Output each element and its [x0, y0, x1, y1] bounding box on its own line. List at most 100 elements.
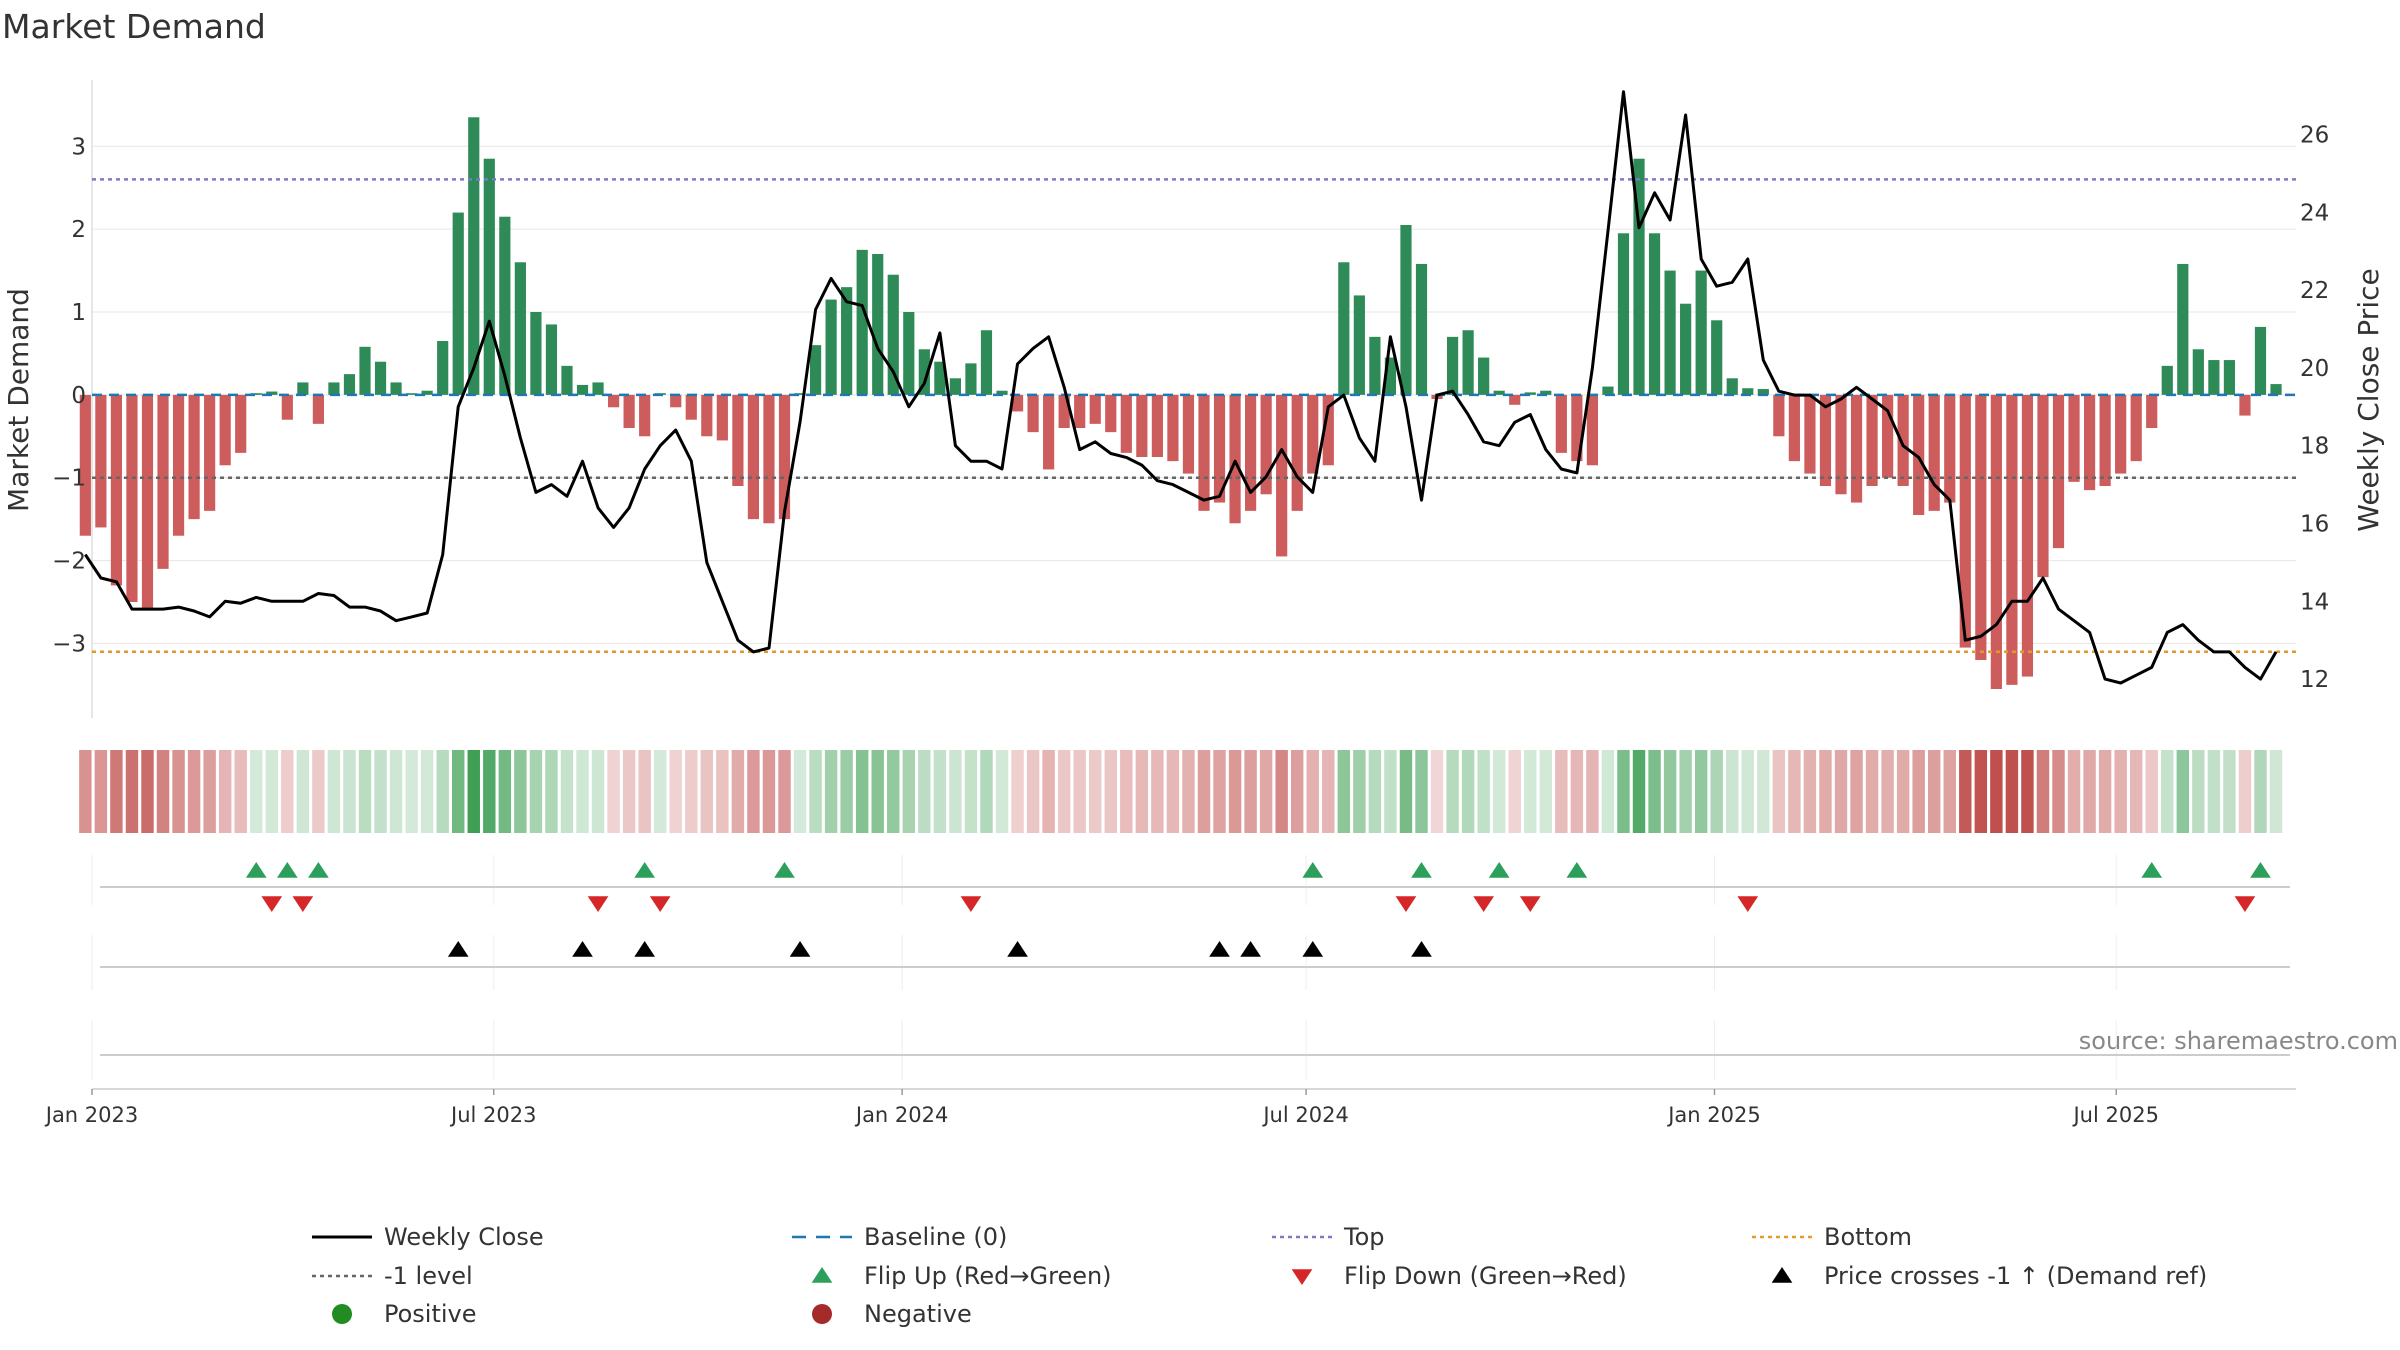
- bar-negative: [1136, 394, 1148, 457]
- strip-cell: [2129, 750, 2143, 833]
- bar-positive: [996, 390, 1008, 395]
- bar-negative: [219, 394, 231, 466]
- strip-cell: [1104, 750, 1117, 833]
- strip-cell: [405, 750, 418, 833]
- flip-down-marker: [1737, 896, 1759, 912]
- bar-positive: [437, 341, 449, 395]
- strip-cell: [1959, 750, 1972, 833]
- bar-negative: [2115, 394, 2127, 474]
- strip-cell: [2207, 750, 2221, 833]
- flip-down-marker: [960, 896, 982, 912]
- price-cross-marker: [1209, 941, 1230, 957]
- strip-cell: [2254, 750, 2267, 833]
- strip-cell: [1601, 750, 1615, 833]
- bar-positive: [1400, 225, 1412, 395]
- strip-cell: [2238, 750, 2252, 833]
- x-tick-label: Jul 2024: [1261, 1103, 1348, 1127]
- flip-up-marker: [308, 862, 329, 878]
- strip-cell: [1834, 750, 1848, 833]
- bar-negative: [607, 394, 620, 408]
- bar-positive: [1338, 262, 1350, 395]
- bar-positive: [592, 382, 604, 395]
- strip-cell: [1430, 750, 1444, 833]
- strip-cell: [918, 750, 931, 833]
- strip-cell: [1384, 750, 1397, 833]
- bar-positive: [1462, 330, 1474, 395]
- demand-bars: [79, 117, 2282, 689]
- strip-cell: [1990, 750, 2003, 833]
- strip-cell: [607, 750, 620, 833]
- bar-positive: [1540, 390, 1552, 395]
- bar-negative: [1866, 394, 1878, 486]
- legend-item: Flip Down (Green→Red): [1291, 1262, 1627, 1290]
- strip-cell: [2083, 750, 2096, 833]
- bar-negative: [1058, 394, 1070, 428]
- legend: Weekly Close Baseline (0) Top Bottom -1 leve…: [312, 1223, 2207, 1328]
- bar-positive: [825, 299, 837, 395]
- bar-positive: [390, 382, 402, 395]
- flip-up-marker: [1302, 862, 1324, 878]
- bar-positive: [2177, 263, 2189, 395]
- strip-cell: [871, 750, 884, 833]
- bar-positive: [2192, 349, 2204, 395]
- bar-negative: [1043, 394, 1055, 470]
- bar-negative: [716, 394, 728, 441]
- strip-cell: [824, 750, 838, 833]
- strip-cell: [1850, 750, 1863, 833]
- strip-cell: [716, 750, 729, 833]
- strip-cell: [265, 750, 278, 833]
- bar-positive: [934, 361, 946, 395]
- y-tick-label: 3: [71, 134, 86, 160]
- bar-negative: [1944, 394, 1956, 503]
- y-tick-label: −2: [52, 549, 86, 575]
- reference-lines: [92, 178, 2296, 653]
- bar-negative: [763, 394, 775, 524]
- strip-cell: [576, 750, 589, 833]
- strip-cell: [2223, 750, 2236, 833]
- bar-negative: [1804, 394, 1816, 474]
- strip-cell: [1896, 750, 1910, 833]
- bar-positive: [1711, 320, 1723, 395]
- bar-negative: [2130, 394, 2142, 462]
- bar-negative: [141, 394, 154, 611]
- bar-negative: [1975, 394, 1987, 660]
- bar-negative: [639, 394, 651, 437]
- strip-cell: [141, 750, 154, 833]
- flip-up-marker: [2141, 862, 2163, 878]
- strip-cell: [358, 750, 372, 833]
- flip-up-marker: [2250, 862, 2271, 878]
- legend-label: Top: [1343, 1223, 1385, 1251]
- strip-cell: [529, 750, 543, 833]
- strip-cell: [2067, 750, 2081, 833]
- event-markers: [100, 862, 2290, 1056]
- bar-negative: [1198, 394, 1210, 511]
- strip-cell: [902, 750, 916, 833]
- bar-positive: [1757, 389, 1769, 395]
- weekly-close-line: [84, 90, 2278, 685]
- bar-positive: [949, 378, 961, 395]
- strip-cell: [79, 750, 92, 833]
- strip-cell: [1632, 750, 1646, 833]
- flip-down-marker: [261, 896, 283, 912]
- strip-cell: [2269, 750, 2283, 833]
- bar-positive: [918, 349, 930, 395]
- bar-negative: [732, 394, 744, 486]
- bar-positive: [809, 345, 822, 395]
- strip-cell: [2192, 750, 2205, 833]
- bar-negative: [95, 394, 107, 528]
- bar-negative: [1027, 394, 1039, 433]
- chart-title: Market Demand: [2, 7, 266, 46]
- strip-cell: [1197, 750, 1211, 833]
- price-cross-marker: [1240, 941, 1261, 957]
- bar-negative: [1213, 394, 1226, 503]
- strip-cell: [374, 750, 387, 833]
- price-cross-marker: [1302, 941, 1324, 957]
- strip-cell: [1290, 750, 1304, 833]
- y2-tick-label: 22: [2300, 278, 2329, 304]
- bar-negative: [2052, 394, 2065, 549]
- y-axis-label: Market Demand: [2, 288, 35, 512]
- strip-cell: [1011, 750, 1024, 833]
- strip-cell: [560, 750, 574, 833]
- source-note: source: sharemaestro.com: [2079, 1027, 2398, 1055]
- strip-cell: [653, 750, 667, 833]
